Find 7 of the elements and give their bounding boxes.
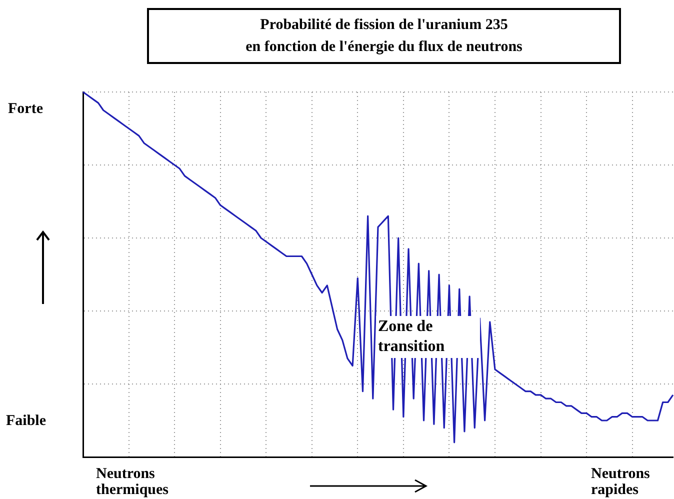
chart-title: Probabilité de fission de l'uranium 235 xyxy=(259,16,509,35)
text: Forte xyxy=(8,101,43,117)
annotation: Zone de transition xyxy=(376,316,480,358)
text: Neutrons thermiques xyxy=(96,466,170,498)
text: Faible xyxy=(6,413,46,429)
text: Neutrons rapides xyxy=(591,466,651,498)
chart-subtitle: en fonction de l'énergie du flux de neutrons xyxy=(244,38,524,57)
